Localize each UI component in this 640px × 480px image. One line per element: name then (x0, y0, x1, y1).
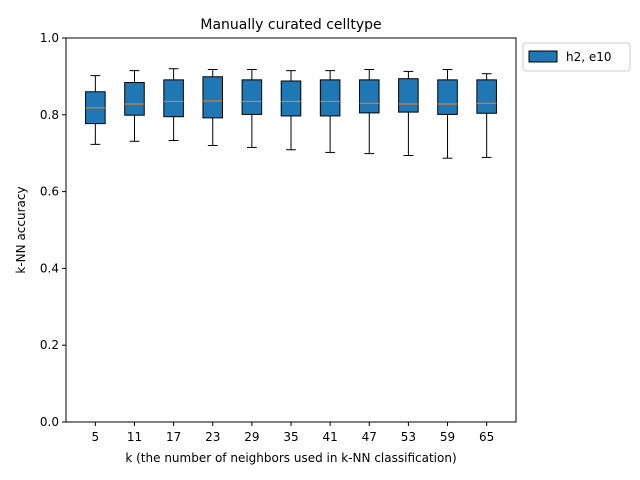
box-47 (358, 68, 380, 155)
y-tick-label: 0.2 (40, 338, 59, 352)
box-35 (280, 70, 302, 151)
y-tick-label: 0.8 (40, 108, 59, 122)
y-tick-label: 1.0 (40, 31, 59, 45)
y-tick-label: 0.4 (40, 261, 59, 275)
box-23 (202, 68, 224, 147)
box-11 (124, 70, 145, 142)
x-tick-label: 47 (362, 430, 377, 444)
x-tick-label: 11 (127, 430, 142, 444)
box-body (319, 79, 341, 117)
x-axis-label: k (the number of neighbors used in k-NN … (125, 451, 456, 465)
x-tick-label: 35 (283, 430, 298, 444)
legend-frame (522, 42, 631, 72)
legend-label: h2, e10 (566, 50, 612, 64)
box-body (398, 78, 419, 113)
box-body (124, 82, 145, 116)
x-tick-label: 23 (205, 430, 220, 444)
box-body (280, 80, 302, 117)
x-axis: 5 11 17 23 29 35 41 47 53 59 65 (92, 422, 494, 444)
y-axis: 0.0 0.2 0.4 0.6 0.8 1.0 (40, 31, 66, 429)
y-axis-label: k-NN accuracy (14, 186, 28, 273)
box-17 (163, 68, 184, 142)
box-41 (319, 70, 341, 153)
x-tick-label: 5 (92, 430, 100, 444)
box-body (437, 79, 458, 115)
box-65 (476, 73, 497, 158)
legend-swatch (528, 50, 558, 63)
x-tick-label: 17 (166, 430, 181, 444)
box-body (241, 79, 263, 115)
x-tick-label: 65 (479, 430, 494, 444)
y-tick-label: 0.0 (40, 415, 59, 429)
box-body (163, 79, 184, 118)
x-tick-label: 59 (440, 430, 455, 444)
box-5 (85, 75, 106, 145)
box-body (358, 79, 380, 114)
x-tick-label: 53 (401, 430, 416, 444)
box-59 (437, 68, 458, 159)
y-tick-label: 0.6 (40, 185, 59, 199)
x-tick-label: 41 (322, 430, 337, 444)
x-tick-label: 29 (244, 430, 259, 444)
plot-area (65, 37, 517, 423)
legend: h2, e10 (522, 42, 631, 72)
box-body (202, 76, 224, 119)
box-29 (241, 68, 263, 148)
chart-title: Manually curated celltype (200, 17, 381, 33)
box-body (476, 79, 497, 114)
box-53 (398, 70, 419, 157)
